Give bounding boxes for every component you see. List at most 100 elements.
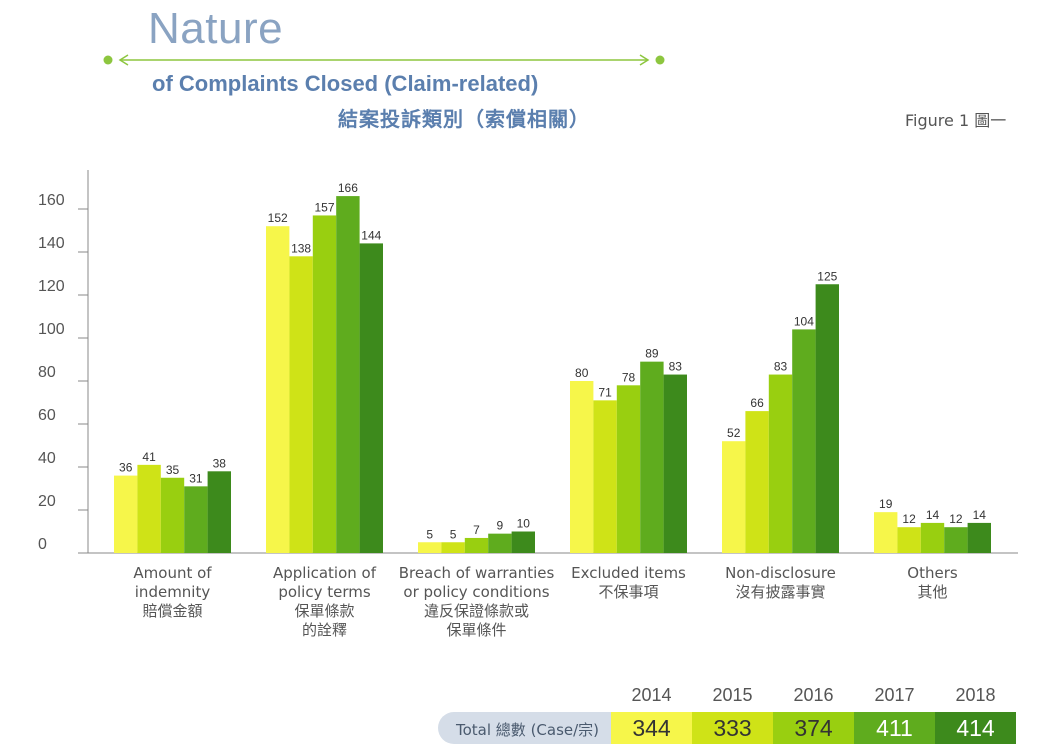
year-header: 2014 <box>631 685 672 705</box>
bar-2014-cat4 <box>722 441 746 553</box>
category-label: Amount of indemnity 賠償金額 <box>88 564 258 621</box>
y-tick-label: 140 <box>38 235 65 252</box>
category-label: Others 其他 <box>848 564 1018 602</box>
bar-2017-cat5 <box>944 527 968 553</box>
double-arrow-divider <box>103 54 665 66</box>
bar-2014-cat5 <box>874 512 898 553</box>
category-label-line: Application of <box>272 564 377 582</box>
bar-2015-cat4 <box>745 411 769 553</box>
data-label: 14 <box>973 508 987 522</box>
bar-2014-cat2 <box>418 542 442 553</box>
total-cell: 374 <box>773 712 854 744</box>
bar-2018-cat3 <box>663 374 687 553</box>
bar-2018-cat2 <box>511 531 535 553</box>
data-label: 12 <box>902 512 916 526</box>
y-tick-label: 0 <box>38 536 47 553</box>
y-tick-label: 20 <box>38 493 56 510</box>
bar-2014-cat0 <box>114 475 138 553</box>
year-header-row: 2014 2015 2016 2017 2018 <box>0 685 1048 709</box>
chart-title: Nature <box>148 4 284 53</box>
data-label: 52 <box>727 426 741 440</box>
data-label: 157 <box>314 200 334 214</box>
bar-chart: 0 20 40 60 80 100 120 140 160 36 152 5 80 52 19 41 138 5 7… <box>38 170 1018 554</box>
category-label-line: Amount of <box>133 564 212 582</box>
figure-label: Figure 1 圖一 <box>905 111 1007 130</box>
bar-2016-cat1 <box>312 215 337 553</box>
year-header: 2015 <box>712 685 753 705</box>
data-label: 12 <box>949 512 963 526</box>
total-cell: 333 <box>692 712 773 744</box>
category-label-line: 其他 <box>917 583 948 601</box>
total-cell: 344 <box>611 712 692 744</box>
data-label: 78 <box>622 370 636 384</box>
data-label: 80 <box>575 366 589 380</box>
data-label: 83 <box>669 360 683 374</box>
year-header: 2018 <box>955 685 996 705</box>
data-label: 66 <box>750 396 764 410</box>
data-label: 83 <box>774 360 788 374</box>
category-label-line: 的詮釋 <box>301 621 347 639</box>
data-label: 144 <box>361 228 381 242</box>
category-label-line: policy terms <box>278 583 371 601</box>
category-label-line: 違反保證條款或 <box>423 602 529 620</box>
data-label: 36 <box>119 461 133 475</box>
data-label: 5 <box>450 527 457 541</box>
y-tick-label: 60 <box>38 407 56 424</box>
bar-2018-cat5 <box>967 522 991 553</box>
bar-2015-cat5 <box>897 527 921 553</box>
category-label: Excluded items 不保事項 <box>544 564 714 602</box>
category-label-line: or policy conditions <box>403 583 550 601</box>
data-label: 71 <box>598 385 612 399</box>
data-label: 7 <box>473 523 480 537</box>
bar-2017-cat3 <box>640 361 664 553</box>
bar-2018-cat4 <box>815 284 839 553</box>
category-label-line: Non-disclosure <box>725 564 836 582</box>
total-label: Total 總數 (Case/宗) <box>456 721 600 739</box>
data-label: 89 <box>645 347 659 361</box>
data-label: 10 <box>517 517 531 531</box>
bar-2014-cat1 <box>266 226 290 553</box>
y-tick-label: 100 <box>38 321 65 338</box>
bar-2014-cat3 <box>570 381 594 553</box>
data-label: 31 <box>189 471 203 485</box>
bar-2018-cat1 <box>359 243 383 553</box>
bar-2017-cat0 <box>184 486 208 553</box>
chart-subtitle: of Complaints Closed (Claim-related) <box>152 71 539 96</box>
category-label-line: Excluded items <box>571 564 686 582</box>
category-label-line: Breach of warranties <box>398 564 555 582</box>
y-tick-label: 40 <box>38 450 56 467</box>
category-label-line: 保單條件 <box>446 621 507 639</box>
category-label-line: 保單條款 <box>294 602 355 620</box>
data-label: 41 <box>142 450 156 464</box>
data-label: 166 <box>338 181 358 195</box>
bar-2015-cat3 <box>593 400 617 553</box>
year-header: 2017 <box>874 685 915 705</box>
category-label-line: indemnity <box>134 583 211 601</box>
y-tick-label: 120 <box>38 278 65 295</box>
data-label: 138 <box>291 241 311 255</box>
data-label: 125 <box>817 269 837 283</box>
data-label: 152 <box>268 211 288 225</box>
total-cell: 411 <box>854 712 935 744</box>
bar-2017-cat1 <box>336 196 360 553</box>
chart-subtitle-zh: 結案投訴類別（索償相關） <box>338 107 590 131</box>
data-label: 35 <box>166 463 180 477</box>
category-label-line: Others <box>907 564 958 582</box>
y-tick-label: 160 <box>38 192 65 209</box>
category-label: Breach of warranties or policy conditions… <box>392 564 562 640</box>
bar-2016-cat5 <box>920 522 945 553</box>
category-label: Application of policy terms 保單條款 的詮釋 <box>240 564 410 640</box>
category-label-line: 沒有披露事實 <box>735 583 826 601</box>
bar-2015-cat2 <box>441 542 465 553</box>
bar-2016-cat0 <box>160 477 185 553</box>
bar-2016-cat4 <box>768 374 793 553</box>
bar-2017-cat4 <box>792 329 816 553</box>
bar-2015-cat1 <box>289 256 313 553</box>
bar-2018-cat0 <box>207 471 231 553</box>
data-label: 9 <box>497 519 504 533</box>
bar-2016-cat2 <box>464 537 489 553</box>
bar-2017-cat2 <box>488 533 512 553</box>
category-label: Non-disclosure 沒有披露事實 <box>696 564 866 602</box>
data-label: 104 <box>794 314 814 328</box>
y-tick-label: 80 <box>38 364 56 381</box>
